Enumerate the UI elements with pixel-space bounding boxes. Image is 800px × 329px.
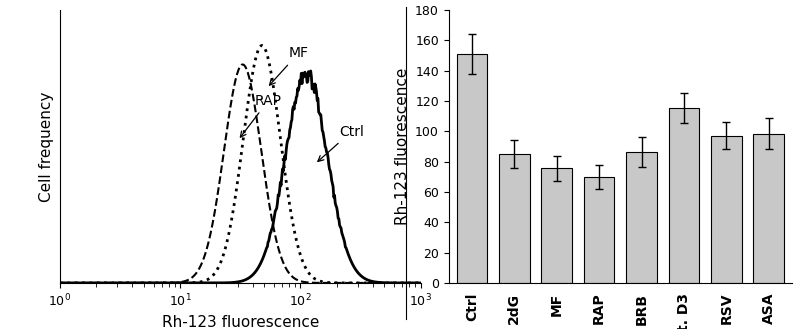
Y-axis label: Rh-123 fluorescence: Rh-123 fluorescence: [394, 68, 410, 225]
Text: RAP: RAP: [240, 94, 282, 137]
Y-axis label: Cell frequency: Cell frequency: [39, 91, 54, 202]
Text: Ctrl: Ctrl: [318, 125, 364, 162]
Bar: [542, 168, 572, 283]
Bar: [626, 152, 657, 283]
Bar: [584, 177, 614, 283]
Bar: [711, 136, 742, 283]
Text: MF: MF: [270, 46, 308, 85]
Bar: [499, 154, 530, 283]
Bar: [457, 54, 487, 283]
Bar: [669, 108, 699, 283]
Bar: [754, 134, 784, 283]
X-axis label: Rh-123 fluorescence: Rh-123 fluorescence: [162, 315, 319, 329]
